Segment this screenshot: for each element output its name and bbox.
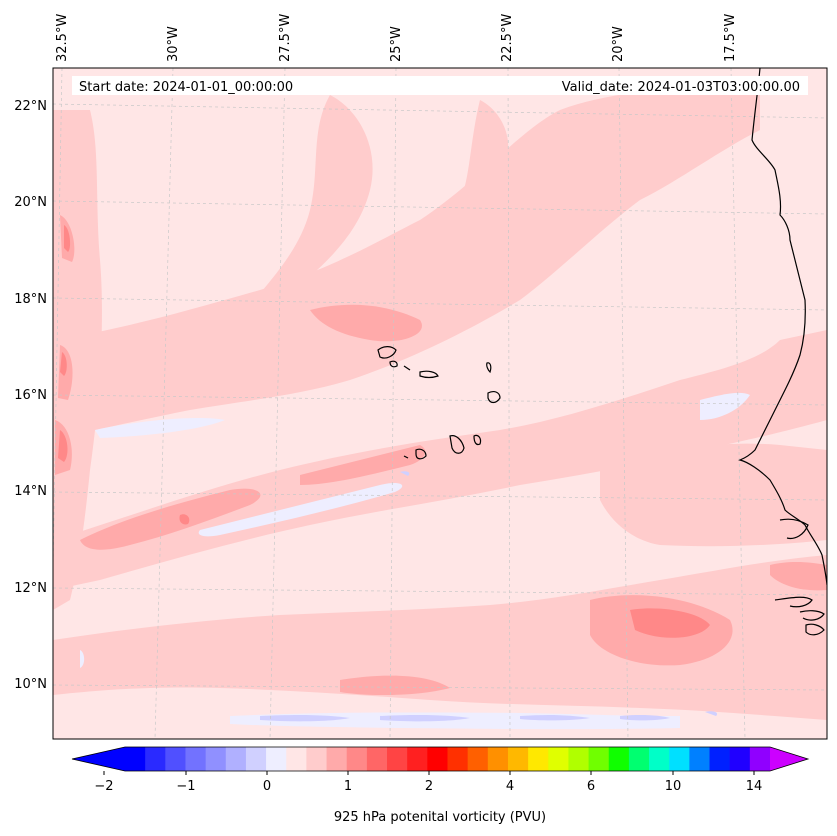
colorbar-swatch [487,747,509,771]
colorbar-extend-low [72,747,125,771]
latitude-label: 14°N [14,484,47,499]
colorbar-tick-label: 10 [665,779,682,794]
cape-verde-islands [377,346,501,460]
colorbar-swatch [387,747,408,771]
latitude-labels: 22°N 20°N 18°N 16°N 14°N 12°N 10°N [14,99,47,692]
colorbar-label: 925 hPa potenital vorticity (PVU) [334,810,546,825]
colorbar-swatch [185,747,207,771]
colorbar-swatch [346,747,368,771]
colorbar-tick-label: 6 [587,779,595,794]
start-date-label: Start date: 2024-01-01_00:00:00 [79,80,293,95]
colorbar-swatch [588,747,610,771]
colorbar-swatch [245,747,267,771]
colorbar-swatch [749,747,771,771]
valid-date-box [312,76,808,95]
colorbar-swatch [225,747,247,771]
colorbar-swatch [729,747,751,771]
field-strong-contours [58,225,710,638]
start-date-box [72,76,312,95]
colorbar-swatch [447,747,469,771]
colorbar-swatch [649,747,670,771]
map-frame [52,67,828,740]
colorbar-swatch [306,747,328,771]
latitude-label: 10°N [14,677,47,692]
colorbar-swatch [165,747,186,771]
longitude-label: 25°W [389,26,404,62]
longitude-label: 20°W [611,26,626,62]
colorbar-tick-label: 14 [746,779,763,794]
longitude-label: 30°W [166,26,181,62]
colorbar-swatch [326,747,348,771]
colorbar-tick-label: 4 [506,779,514,794]
colorbar-swatch [125,747,146,771]
colorbar-swatch [427,747,448,771]
graticule [53,68,827,739]
colorbar-swatch [689,747,711,771]
colorbar-swatch [467,747,489,771]
valid-date-label: Valid_date: 2024-01-03T03:00:00.00 [562,80,800,95]
latitude-label: 16°N [14,388,47,403]
latitude-label: 20°N [14,195,47,210]
colorbar-swatch [608,747,630,771]
colorbar-tick-label: 1 [344,779,352,794]
pv-field [53,68,827,739]
longitude-label: 32.5°W [55,14,70,62]
field-negative-medium-contours [260,471,718,722]
longitude-label: 27.5°W [278,14,293,62]
colorbar-swatch [145,747,166,771]
colorbar-swatch [266,747,287,771]
colorbar-swatch [528,747,549,771]
colorbar-tick-label: −1 [176,779,195,794]
colorbar-swatch [669,747,690,771]
colorbar-swatch [628,747,650,771]
colorbar-tick-label: 2 [425,779,433,794]
colorbar-swatch [709,747,731,771]
colorbar-swatch [407,747,428,771]
colorbar-swatch [366,747,388,771]
colorbar-tick-label: −2 [94,779,113,794]
longitude-label: 22.5°W [500,14,515,62]
colorbar: −2 −1 0 1 2 4 6 10 14 [71,746,810,794]
colorbar-swatch [286,747,307,771]
colorbar-swatch [548,747,569,771]
longitude-label: 17.5°W [723,14,738,62]
coastlines [738,68,827,636]
latitude-label: 18°N [14,292,47,307]
colorbar-swatch [507,747,529,771]
colorbar-extend-high [770,747,808,771]
latitude-label: 22°N [14,99,47,114]
colorbar-swatch [568,747,590,771]
colorbar-tick-label: 0 [263,779,271,794]
colorbar-outline [71,746,810,772]
latitude-label: 12°N [14,581,47,596]
longitude-labels: 32.5°W 30°W 27.5°W 25°W 22.5°W 20°W 17.5°W [55,14,738,62]
colorbar-swatch [205,747,227,771]
